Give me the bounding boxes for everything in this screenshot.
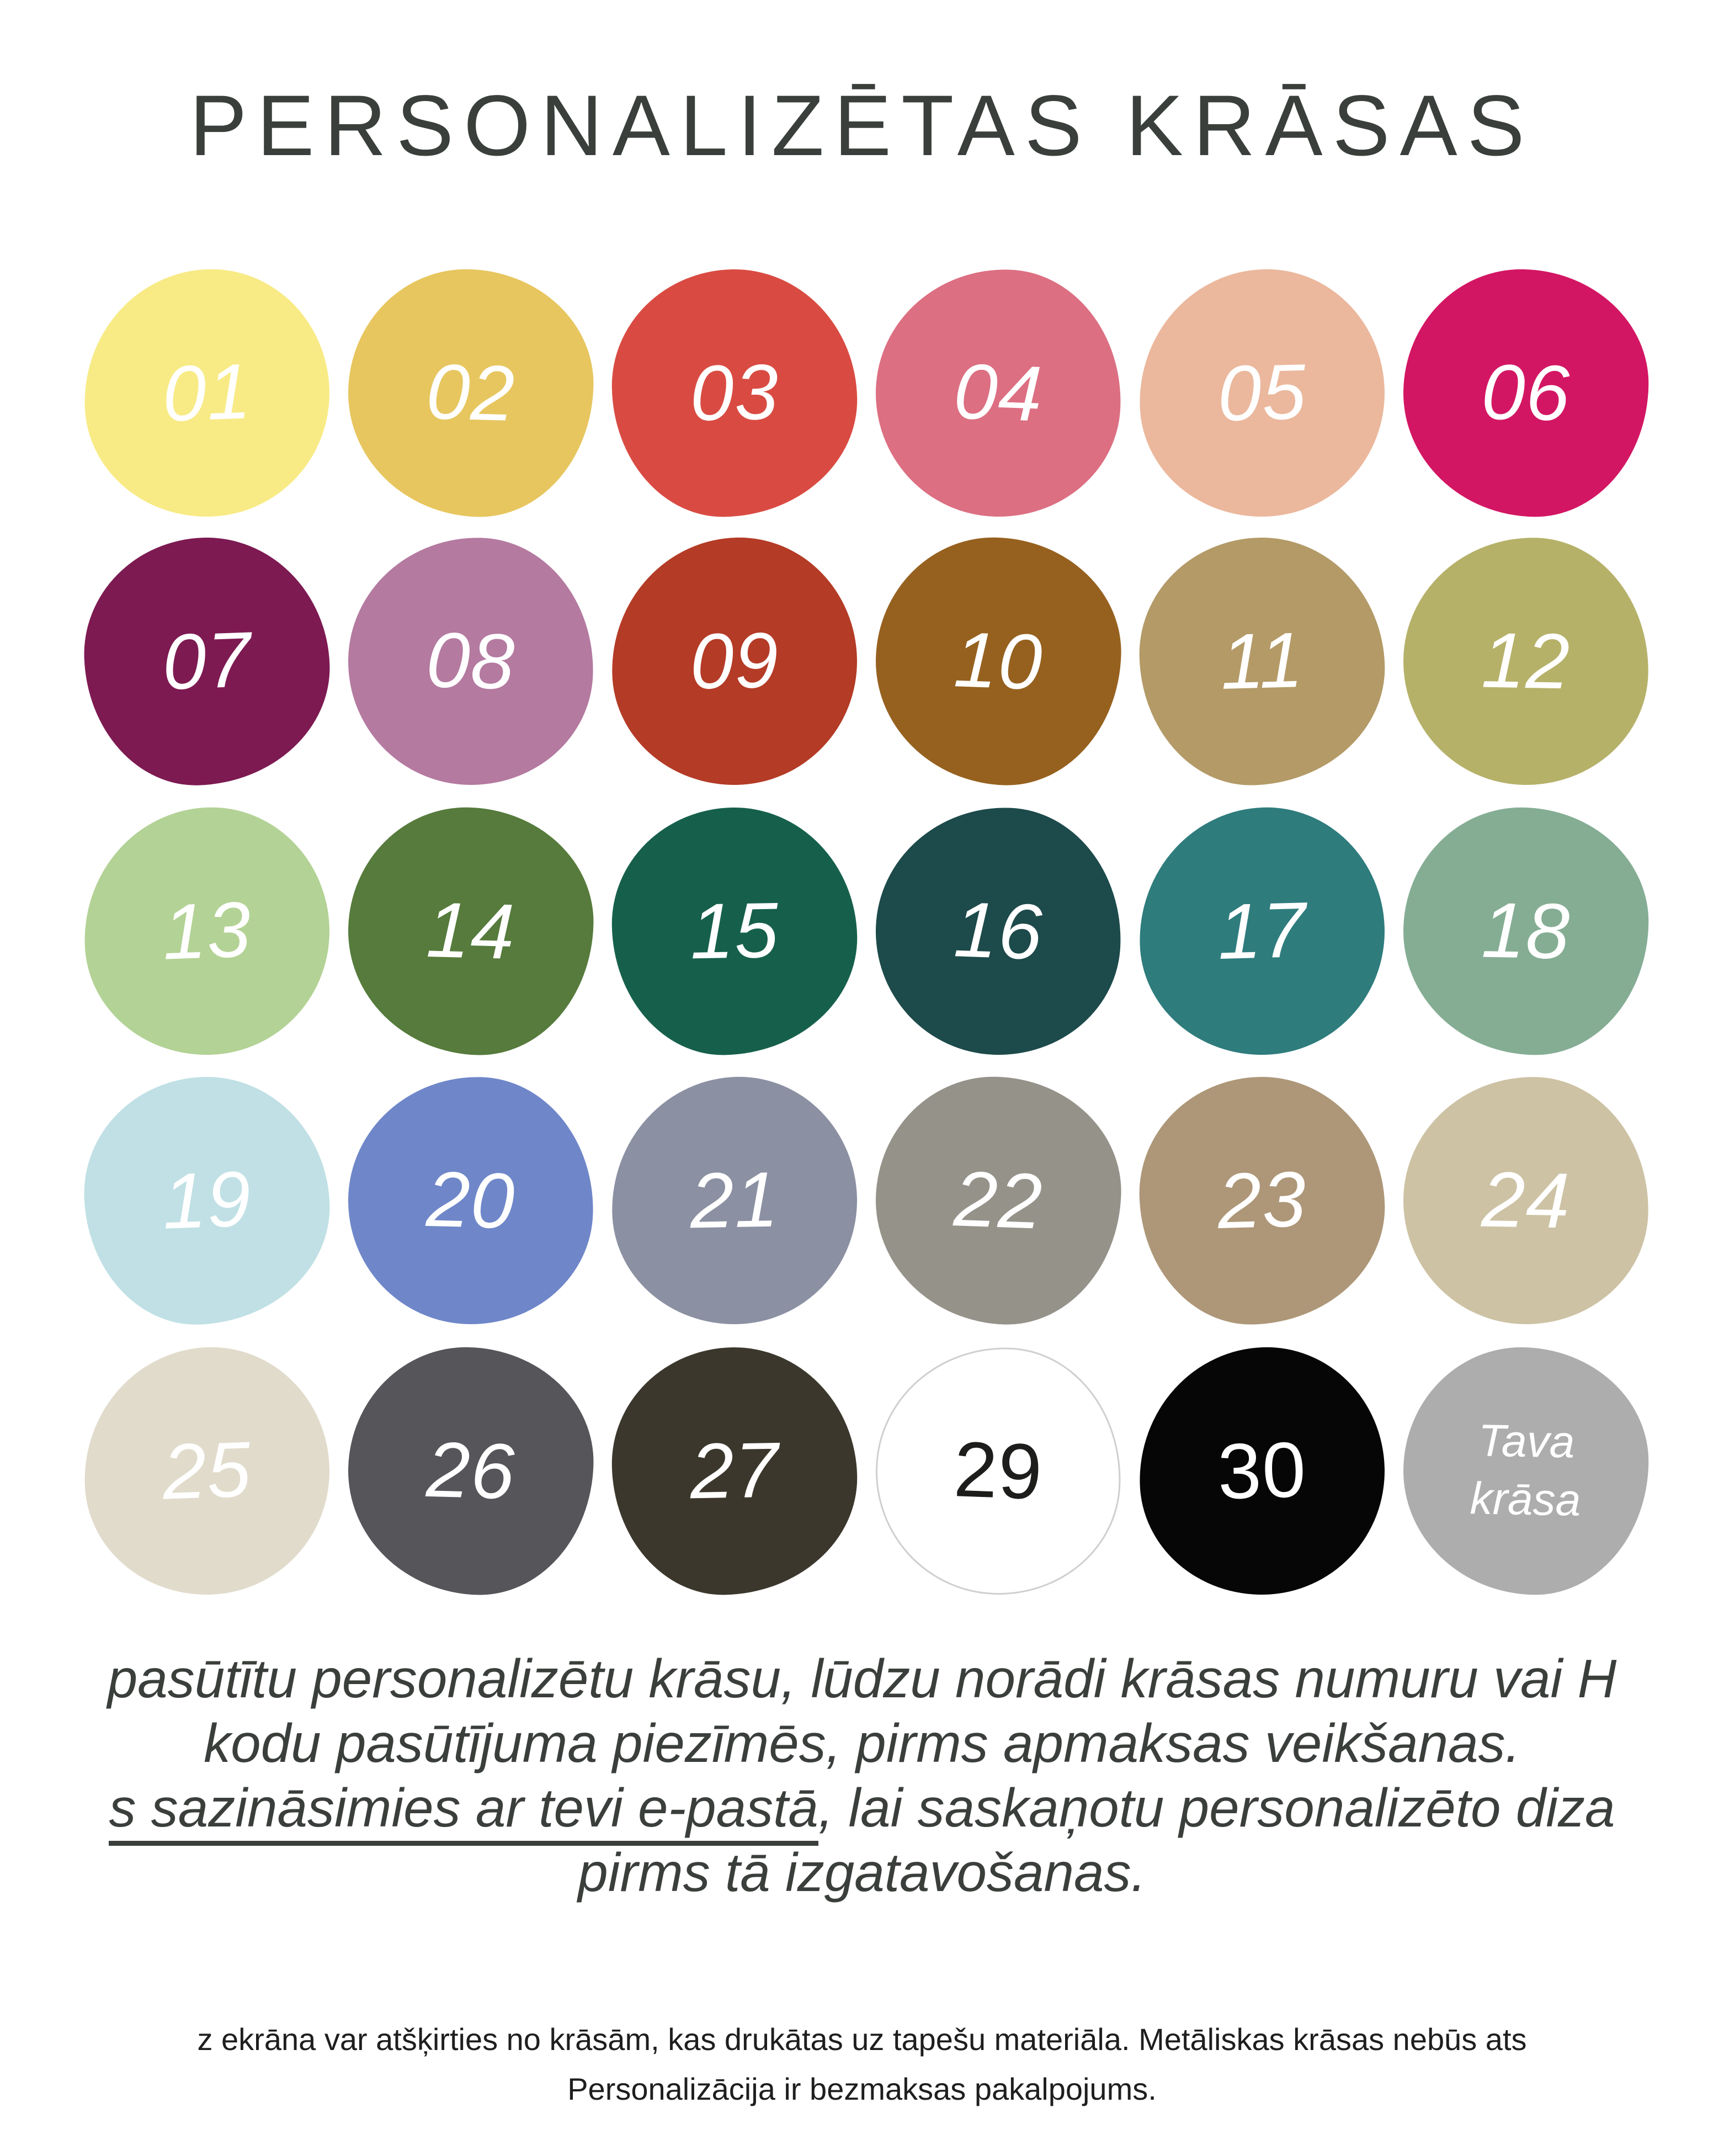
swatch-number: 20 [425,1155,517,1246]
color-swatch-10: 10 [871,533,1125,789]
swatch-number: 04 [952,347,1045,438]
swatch-number: 11 [1219,616,1305,706]
swatch-number: 12 [1481,616,1571,706]
swatch-number: 14 [425,885,517,976]
swatch-label-line: Tava [1477,1415,1576,1468]
swatch-number: 21 [689,1155,780,1245]
color-swatch-26: 26 [345,1344,597,1598]
color-swatch-29: 29 [871,1343,1125,1599]
color-swatch-19: 19 [80,1072,334,1329]
swatch-number: 17 [1216,885,1308,976]
swatch-number: 27 [689,1426,780,1516]
swatch-number: 18 [1481,886,1571,976]
color-swatch-14: 14 [345,804,597,1058]
color-swatch-24: 24 [1401,1075,1651,1326]
swatch-number: 10 [952,615,1045,707]
swatch-number: 06 [1481,348,1571,438]
swatch-number: 02 [425,347,517,438]
swatch-number: 24 [1481,1155,1571,1245]
instructions-line-4: pirms tā izgatavošanas. [578,1842,1146,1903]
email-contact-underlined-text: s sazināsimies ar tevi e-pastā [109,1777,818,1846]
swatch-number: 03 [689,348,780,438]
color-swatch-12: 12 [1401,535,1651,787]
color-swatch-04: 04 [871,265,1125,521]
color-swatch-06: 06 [1401,267,1651,519]
color-swatch-16: 16 [871,803,1125,1059]
color-swatch-18: 18 [1401,805,1651,1057]
color-swatch-01: 01 [80,265,334,521]
color-swatch-tava-krāsa: Tava krāsa [1401,1345,1651,1597]
color-swatch-13: 13 [80,803,334,1059]
color-swatch-07: 07 [80,533,334,789]
swatch-number: 25 [161,1425,253,1516]
color-swatch-11: 11 [1136,534,1388,788]
color-swatch-08: 08 [345,534,597,788]
swatch-number: 01 [161,347,253,438]
swatch-number: 13 [161,885,253,976]
color-swatch-27: 27 [610,1345,859,1597]
swatch-number: 05 [1216,347,1308,438]
color-swatch-21: 21 [610,1075,859,1326]
color-swatch-03: 03 [610,267,859,519]
color-swatch-22: 22 [871,1072,1125,1329]
order-instructions: pasūtītu personalizētu krāsu, lūdzu norā… [0,1647,1724,1905]
swatch-number: 09 [689,616,780,706]
swatch-number: 08 [425,615,517,707]
disclaimer-line-1: z ekrāna var atšķirties no krāsām, kas d… [197,2022,1527,2057]
swatch-number: 30 [1216,1425,1308,1516]
color-swatch-09: 09 [610,535,859,787]
color-swatch-15: 15 [610,805,859,1057]
instructions-line-3: s sazināsimies ar tevi e-pastā, lai sask… [0,1776,1724,1846]
disclaimer-line-2: Personalizācija ir bezmaksas pakalpojums… [567,2072,1157,2106]
swatch-number: 19 [161,1155,253,1246]
page-title: PERSONALIZĒTAS KRĀSAS [189,78,1535,174]
instructions-line-3-rest: , lai saskaņotu personalizēto diza [818,1777,1615,1838]
swatch-number: 22 [952,1155,1045,1246]
instructions-line-1: pasūtītu personalizētu krāsu, lūdzu norā… [107,1648,1617,1709]
swatch-number: 23 [1216,1155,1308,1246]
color-swatch-17: 17 [1136,804,1388,1058]
swatch-number: 07 [161,615,253,707]
swatch-label-line: krāsa [1470,1473,1582,1526]
color-swatch-05: 05 [1136,266,1388,520]
color-swatch-23: 23 [1136,1074,1388,1327]
color-swatch-02: 02 [345,266,597,520]
swatch-number: 16 [952,885,1045,976]
swatch-number: 26 [425,1425,517,1516]
swatch-number: 15 [689,886,780,976]
instructions-line-2: kodu pasūtījuma piezīmēs, pirms apmaksas… [204,1713,1520,1773]
swatch-number: 29 [952,1425,1045,1516]
disclaimer: z ekrāna var atšķirties no krāsām, kas d… [0,2015,1724,2114]
color-swatch-30: 30 [1136,1344,1388,1598]
color-swatch-25: 25 [80,1343,334,1599]
color-swatch-20: 20 [345,1074,597,1327]
